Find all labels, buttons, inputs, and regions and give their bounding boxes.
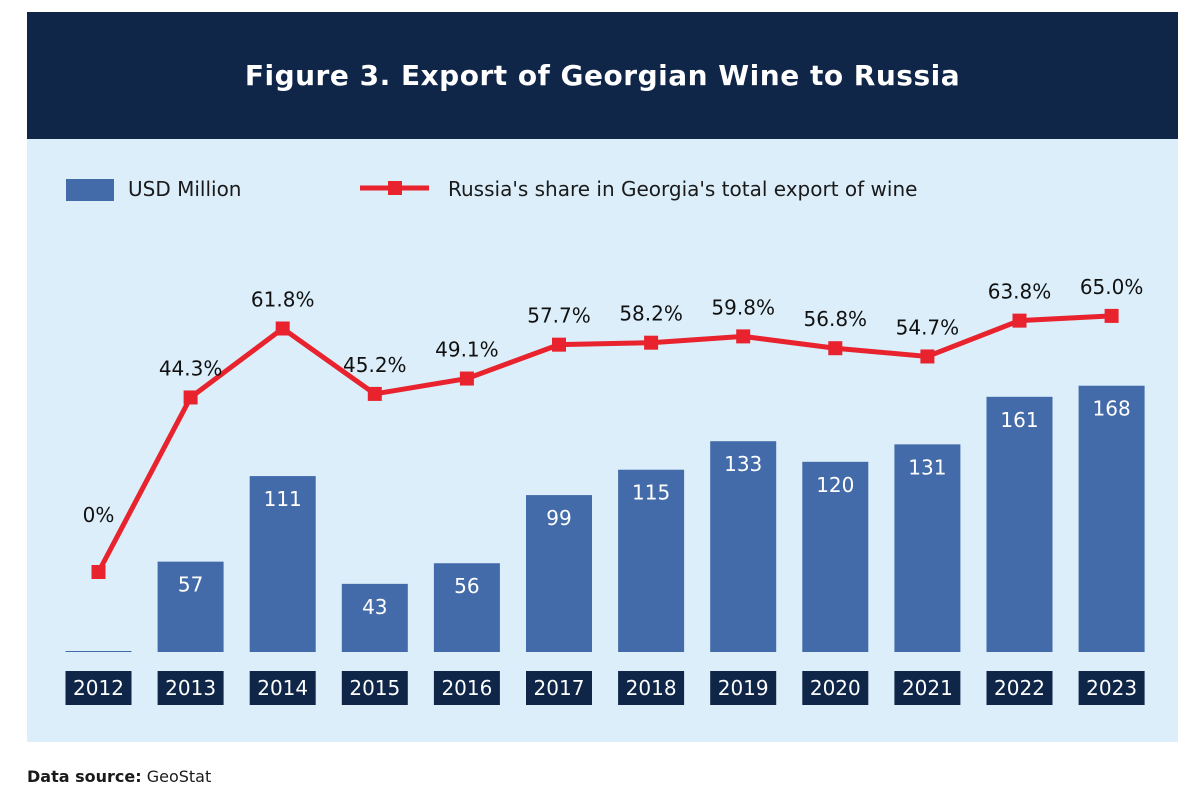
line-label-2021: 54.7% xyxy=(896,315,960,339)
bar-value-labels: 57 111 43 56 99 115 133 120 131 161 168 xyxy=(178,397,1131,619)
bar-label-2018: 115 xyxy=(632,481,670,505)
combo-chart: USD Million Russia's share in Georgia's … xyxy=(65,177,1145,705)
legend: USD Million Russia's share in Georgia's … xyxy=(66,177,917,201)
year-label-2014: 2014 xyxy=(257,676,308,700)
bar-label-2023: 168 xyxy=(1093,397,1131,421)
bar-label-2021: 131 xyxy=(908,455,946,479)
bar-label-2014: 111 xyxy=(264,487,302,511)
year-label-2018: 2018 xyxy=(626,676,677,700)
year-box-2015 xyxy=(341,671,408,705)
bar-2018 xyxy=(618,469,685,652)
year-label-2021: 2021 xyxy=(902,676,953,700)
bar-2012 xyxy=(65,651,132,652)
line-marker-2016 xyxy=(459,371,474,386)
bar-2015 xyxy=(341,583,408,652)
line-label-2014: 61.8% xyxy=(251,288,315,312)
line-marker-2020 xyxy=(828,341,843,356)
line-marker-2017 xyxy=(552,337,566,352)
legend-bar-swatch xyxy=(66,179,114,201)
line-marker-2021 xyxy=(920,349,935,364)
bar-label-2022: 161 xyxy=(1000,408,1038,432)
line-label-2019: 59.8% xyxy=(711,295,775,319)
year-box-2017 xyxy=(526,671,592,705)
year-box-2022 xyxy=(986,671,1053,705)
legend-bar-label: USD Million xyxy=(128,177,242,201)
chart-title: Figure 3. Export of Georgian Wine to Rus… xyxy=(244,59,961,92)
line-marker-2015 xyxy=(367,386,382,401)
legend-line-label: Russia's share in Georgia's total export… xyxy=(448,177,917,201)
bar-label-2017: 99 xyxy=(546,506,571,530)
bar-2017 xyxy=(526,495,592,652)
data-source-value: GeoStat xyxy=(146,767,212,786)
chart-panel: USD Million Russia's share in Georgia's … xyxy=(27,139,1178,742)
bar-label-2019: 133 xyxy=(724,452,762,476)
line-marker-2012 xyxy=(91,565,106,579)
bar-2014 xyxy=(249,476,316,652)
legend-line-marker xyxy=(388,181,402,195)
year-label-2013: 2013 xyxy=(165,676,216,700)
bar-2022 xyxy=(986,396,1053,652)
year-box-2021 xyxy=(894,671,961,705)
bar-2023 xyxy=(1078,385,1145,652)
year-box-2014 xyxy=(249,671,316,705)
year-label-2016: 2016 xyxy=(441,676,492,700)
bar-series xyxy=(65,385,1145,652)
year-box-2013 xyxy=(157,671,224,705)
line-series xyxy=(91,308,1119,579)
line-label-2020: 56.8% xyxy=(804,307,868,331)
line-value-labels: 0% 44.3% 61.8% 45.2% 49.1% 57.7% 58.2% 59.8% 56.… xyxy=(83,275,1144,527)
line-label-2015: 45.2% xyxy=(343,353,407,377)
share-line xyxy=(96,313,1112,574)
data-source-note: Data source: GeoStat xyxy=(27,767,211,786)
bar-2021 xyxy=(894,444,961,652)
x-axis-year-labels: 2012 2013 2014 2015 2016 2017 2018 2019 2020 2021… xyxy=(65,671,1145,705)
data-source-label: Data source: xyxy=(27,767,142,786)
year-box-2012 xyxy=(65,671,132,705)
year-label-2022: 2022 xyxy=(994,676,1045,700)
year-label-2015: 2015 xyxy=(349,676,400,700)
line-marker-2013 xyxy=(183,390,198,405)
line-marker-2022 xyxy=(1012,313,1027,328)
bar-2013 xyxy=(157,561,224,652)
bar-2020 xyxy=(802,461,869,652)
line-label-2012: 0% xyxy=(83,503,115,527)
bar-2016 xyxy=(433,563,500,652)
line-label-2023: 65.0% xyxy=(1080,275,1144,299)
line-marker-2023 xyxy=(1104,308,1119,323)
year-label-2020: 2020 xyxy=(810,676,861,700)
chart-header: Figure 3. Export of Georgian Wine to Rus… xyxy=(27,12,1178,139)
year-label-2019: 2019 xyxy=(718,676,769,700)
bar-label-2013: 57 xyxy=(178,573,203,597)
line-marker-2019 xyxy=(736,329,751,344)
bar-2019 xyxy=(710,441,777,652)
year-box-2016 xyxy=(433,671,500,705)
year-label-2023: 2023 xyxy=(1086,676,1137,700)
bar-label-2016: 56 xyxy=(454,574,479,598)
line-label-2022: 63.8% xyxy=(988,280,1052,304)
year-box-2018 xyxy=(618,671,685,705)
line-marker-2014 xyxy=(275,321,290,336)
bar-label-2020: 120 xyxy=(816,473,854,497)
year-box-2019 xyxy=(710,671,777,705)
year-box-2020 xyxy=(802,671,869,705)
line-label-2018: 58.2% xyxy=(619,302,683,326)
line-label-2016: 49.1% xyxy=(435,338,499,362)
year-box-2023 xyxy=(1078,671,1145,705)
year-label-2017: 2017 xyxy=(534,676,585,700)
line-label-2013: 44.3% xyxy=(159,356,223,380)
line-marker-2018 xyxy=(644,335,659,350)
line-label-2017: 57.7% xyxy=(527,304,591,328)
bar-label-2015: 43 xyxy=(362,595,387,619)
year-label-2012: 2012 xyxy=(73,676,124,700)
